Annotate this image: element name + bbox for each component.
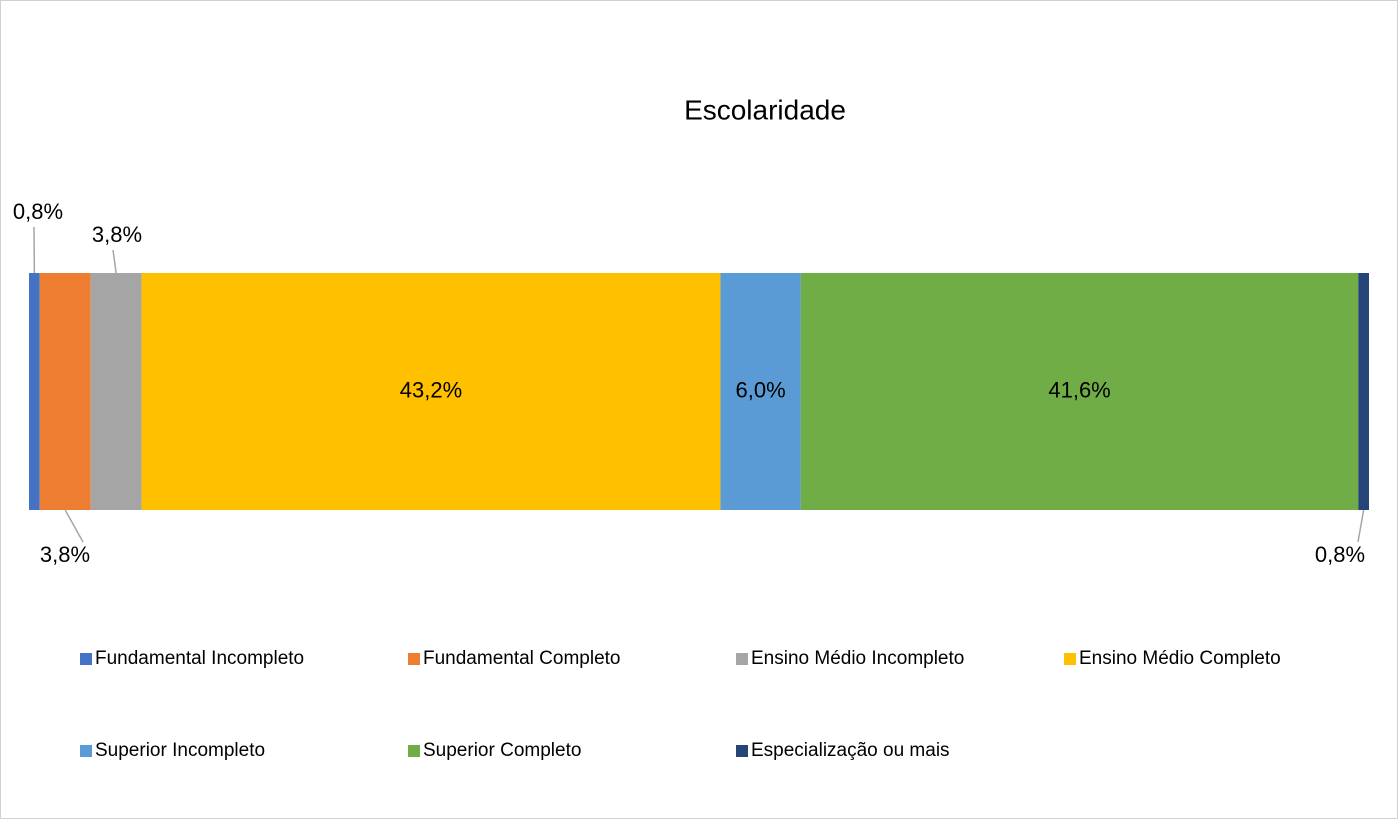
legend-swatch bbox=[80, 745, 92, 757]
legend-label: Ensino Médio Incompleto bbox=[751, 648, 964, 669]
leader-line bbox=[64, 509, 84, 543]
bar-segment bbox=[1358, 273, 1369, 510]
data-label: 0,8% bbox=[1315, 542, 1365, 567]
data-label: 0,8% bbox=[13, 199, 63, 224]
legend-label: Fundamental Completo bbox=[423, 648, 621, 669]
legend-swatch bbox=[408, 653, 420, 665]
bar-segment bbox=[800, 273, 1359, 510]
data-label: 3,8% bbox=[40, 542, 90, 567]
legend-label: Ensino Médio Completo bbox=[1079, 648, 1281, 669]
legend-swatch bbox=[408, 745, 420, 757]
legend-label: Fundamental Incompleto bbox=[95, 648, 304, 669]
legend-swatch bbox=[736, 653, 748, 665]
legend-swatch bbox=[736, 745, 748, 757]
legend-label: Superior Incompleto bbox=[95, 740, 265, 761]
chart-title: Escolaridade bbox=[684, 94, 846, 125]
legend-swatch bbox=[1064, 653, 1076, 665]
bar-segment bbox=[39, 273, 91, 510]
legend-label: Especialização ou mais bbox=[751, 740, 950, 761]
data-label: 43,2% bbox=[400, 377, 462, 402]
bar-segment bbox=[141, 273, 721, 510]
bar-segment bbox=[720, 273, 801, 510]
data-label: 3,8% bbox=[92, 222, 142, 247]
bar-segment bbox=[29, 273, 40, 510]
bar-segment bbox=[90, 273, 142, 510]
data-label: 6,0% bbox=[736, 377, 786, 402]
legend-label: Superior Completo bbox=[423, 740, 581, 761]
leader-line bbox=[112, 249, 117, 274]
data-label: 41,6% bbox=[1048, 377, 1110, 402]
leader-line bbox=[1357, 509, 1365, 543]
legend-swatch bbox=[80, 653, 92, 665]
